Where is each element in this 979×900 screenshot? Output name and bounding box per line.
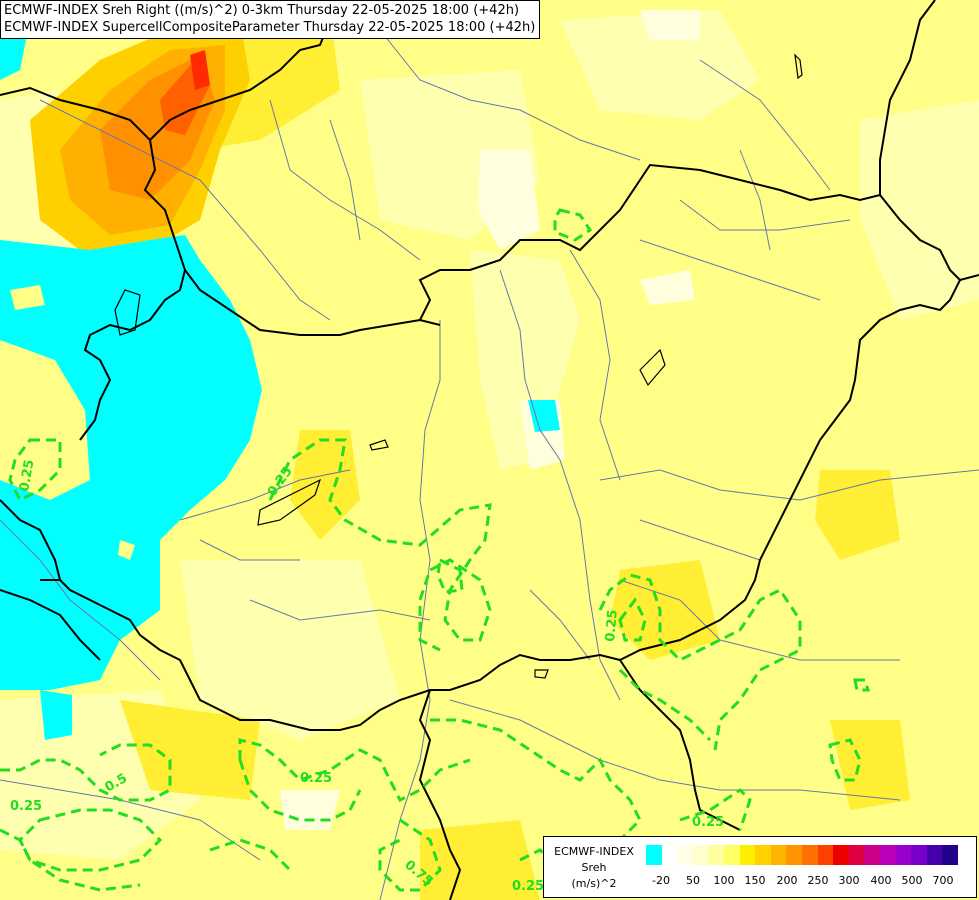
legend-color-scale [646,845,958,865]
legend-model-label: ECMWF-INDEX [554,845,634,858]
legend-swatch [864,845,880,865]
legend-swatch [911,845,927,865]
legend-tick-label: 300 [838,874,860,887]
legend-variable-label: Sreh [581,861,607,874]
title-line-srh: ECMWF-INDEX Sreh Right ((m/s)^2) 0-3km T… [4,3,520,18]
legend-swatch [739,845,756,865]
legend-tick-label: 100 [713,874,735,887]
legend-swatch [723,845,740,865]
legend-swatch [926,845,943,865]
contour-label: 0.25 [603,609,621,642]
legend-tick-labels: -20 50 100 150 200 250 300 400 500 700 [646,874,966,888]
legend-swatch [786,845,802,865]
scp-contours [0,208,871,892]
legend-swatch [661,845,678,865]
legend-swatch [895,845,912,865]
legend-swatch [708,845,724,865]
contour-label: 0.25 [512,879,544,894]
legend-tick-label: 50 [686,874,700,887]
legend-swatch [942,845,958,865]
legend-swatch [817,845,834,865]
cyan-holes [0,285,135,560]
legend-swatch [677,845,693,865]
legend-tick-label: 250 [807,874,829,887]
legend-tick-label: 150 [744,874,766,887]
legend-swatch [833,845,849,865]
high-srh-area [0,20,250,470]
contour-label: 0.25 [10,799,42,814]
title-line-scp: ECMWF-INDEX SupercellCompositeParameter … [4,20,536,35]
legend-swatch [770,845,787,865]
rivers [0,29,979,900]
lakes [114,53,803,679]
legend-swatch [879,845,896,865]
contour-label: 0.25 [692,815,724,830]
legend-swatch [646,845,662,865]
legend-unit-label: (m/s)^2 [571,877,617,890]
legend-swatch [692,845,709,865]
contour-label: 0.25 [17,458,37,492]
legend-tick-label: 200 [776,874,798,887]
contour-labels: 0.25 0.25 0.25 0.25 0.5 0.25 0.75 0.25 0… [10,458,724,894]
legend-tick-label: 700 [932,874,954,887]
legend-swatch [755,845,771,865]
legend-swatch [848,845,865,865]
light-yellow-areas [0,10,979,860]
legend-tick-label: 500 [901,874,923,887]
legend-swatch [801,845,818,865]
color-legend: ECMWF-INDEX Sreh (m/s)^2 -20 50 100 150 200 2… [543,836,977,898]
map-title-box: ECMWF-INDEX Sreh Right ((m/s)^2) 0-3km T… [0,0,541,39]
contour-label: 0.25 [300,771,332,786]
legend-tick-label: 400 [870,874,892,887]
legend-tick-label: -20 [652,874,670,887]
